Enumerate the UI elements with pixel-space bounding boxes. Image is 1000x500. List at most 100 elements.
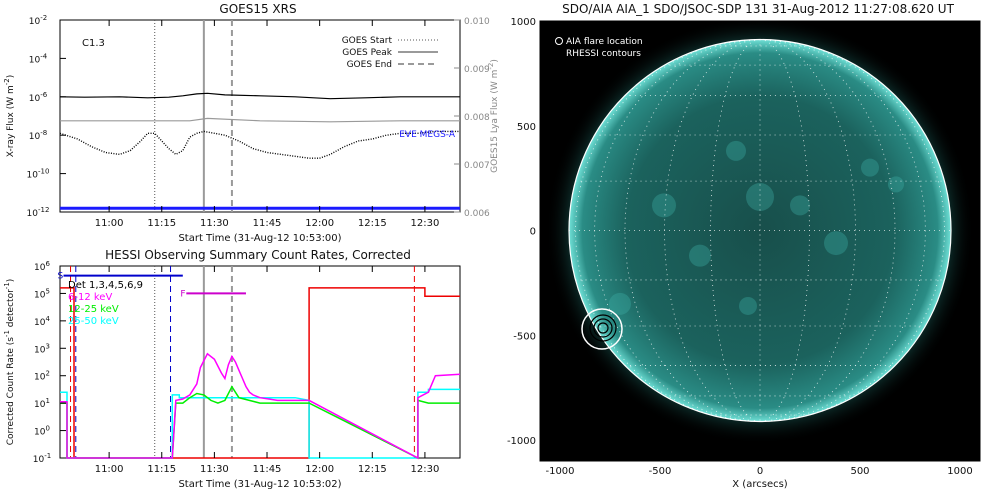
goes-y-tick-exp: -12: [38, 206, 49, 214]
aia-flare-location-circle: [581, 308, 623, 350]
goes-y2label-exp: -2: [487, 63, 495, 70]
aia-y-tick-label: -1000: [507, 436, 536, 447]
hessi-series-6-12-keV: [60, 352, 461, 460]
hessi-title: HESSI Observing Summary Count Rates, Cor…: [105, 248, 411, 262]
hessi-y-tick-base: 10: [33, 455, 45, 465]
hessi-x-tick-label: 12:15: [358, 464, 387, 475]
aia-active-region: [739, 296, 757, 315]
goes-y-tick-base: 10: [27, 209, 39, 219]
aia-x-tick-label: 500: [850, 466, 869, 477]
goes-y2-tick-label: 0.006: [464, 209, 490, 219]
goes-xlabel: Start Time (31-Aug-12 10:53:00): [178, 233, 341, 244]
goes-x-tick-label: 11:30: [200, 218, 229, 229]
aia-x-tick-label: -1000: [545, 466, 574, 477]
hessi-y-tick-exp: 4: [45, 315, 50, 323]
hessi-y-tick-exp: 1: [45, 397, 49, 405]
aia-legend-circle-symbol: [555, 37, 563, 45]
goes-panel: GOES15 XRS 11:00 11:15 11:30 11:45 12:00 12:1…: [3, 2, 500, 244]
goes-y2-tick-label: 0.007: [464, 161, 490, 171]
goes-x-tick-label: 11:45: [253, 218, 282, 229]
aia-x-tick-label: 0: [757, 466, 763, 477]
goes-series-lya: [60, 117, 460, 123]
hessi-y-tick-exp: 0: [45, 425, 49, 433]
goes-y-tick-base: 10: [29, 55, 41, 65]
goes-ylabel-exp: -2: [3, 78, 11, 85]
hessi-panel: HESSI Observing Summary Count Rates, Cor…: [3, 248, 461, 490]
aia-longitude-line: [710, 39, 761, 422]
hessi-xlabel: Start Time (31-Aug-12 10:53:02): [178, 479, 341, 490]
aia-y-tick-label: 1000: [511, 17, 536, 28]
aia-active-region: [861, 158, 879, 177]
aia-active-region: [824, 231, 848, 256]
aia-y-tick-label: 0: [530, 227, 536, 238]
goes-y-tick-label: 10-10: [27, 168, 50, 181]
hessi-y-tick-exp: -1: [44, 452, 51, 460]
aia-active-region: [609, 292, 631, 315]
hessi-markers: [70, 266, 415, 458]
goes-y-tick-exp: -6: [40, 91, 48, 99]
goes-title: GOES15 XRS: [219, 2, 296, 16]
hessi-y-tick-exp: 6: [45, 260, 50, 268]
aia-heliographic-grid: [569, 39, 951, 422]
goes-y2-tick-label: 0.009: [464, 65, 490, 75]
hessi-y-tick-base: 10: [34, 263, 46, 273]
goes-y2-ticks: 0.006 0.007 0.008 0.009 0.010: [454, 17, 490, 219]
aia-panel: SDO/AIA AIA_1 SDO/JSOC-SDP 131 31-Aug-20…: [507, 2, 981, 490]
goes-plot-frame: [59, 19, 461, 213]
hessi-y-tick-label: 102: [34, 370, 50, 383]
aia-active-region: [652, 193, 676, 218]
hessi-y-tick-label: 104: [34, 315, 50, 328]
aia-y-tick-label: 500: [517, 122, 536, 133]
aia-title: SDO/AIA AIA_1 SDO/JSOC-SDP 131 31-Aug-20…: [562, 2, 954, 16]
goes-x-tick-label: 11:00: [95, 218, 124, 229]
goes-y-tick-label: 10-8: [29, 129, 47, 142]
goes-series-long: [59, 92, 460, 100]
goes-y2label-text: GOES15 Lya Flux (W m: [490, 70, 500, 173]
goes-ylabel-close: ): [6, 75, 16, 79]
aia-legend-label: RHESSI contours: [566, 49, 641, 59]
goes-y-tick-base: 10: [29, 94, 41, 104]
goes-legend-label: GOES Peak: [342, 48, 392, 58]
goes-y2label: GOES15 Lya Flux (W m-2): [487, 59, 500, 173]
hessi-y-tick-base: 10: [34, 373, 46, 383]
aia-longitude-line: [759, 39, 810, 422]
goes-y-tick-label: 10-2: [29, 14, 47, 27]
hessi-plot-frame: [59, 265, 461, 459]
aia-y-tick-label: -500: [513, 331, 536, 342]
goes-y-tick-label: 10-4: [29, 52, 48, 65]
aia-y-ticks: 1000 500 0 -500 -1000: [507, 17, 546, 447]
goes-x-tick-label: 12:30: [410, 218, 439, 229]
aia-limb-outline: [568, 38, 952, 423]
aia-active-region: [689, 244, 711, 267]
hessi-legend-label: 25-50 keV: [68, 316, 119, 327]
hessi-y-tick-label: 106: [34, 260, 50, 273]
hessi-y-tick-label: 101: [34, 397, 50, 410]
aia-active-region: [726, 140, 746, 161]
hessi-y-tick-label: 10-1: [33, 452, 51, 465]
hessi-legend-label: Det 1,3,4,5,6,9: [68, 280, 143, 291]
hessi-series-group: [60, 287, 461, 460]
hessi-flag-label: S: [58, 272, 64, 282]
goes-markers: [154, 20, 233, 212]
hessi-y-tick-exp: 2: [45, 370, 49, 378]
hessi-y-tick-label: 105: [34, 287, 50, 300]
hessi-ylabel-mid: detector: [6, 289, 16, 330]
hessi-x-tick-label: 11:00: [95, 464, 124, 475]
aia-active-region: [888, 176, 904, 193]
hessi-x-tick-label: 12:00: [305, 464, 334, 475]
goes-y2-tick-label: 0.010: [464, 17, 490, 27]
hessi-y-tick-base: 10: [34, 400, 46, 410]
goes-ylabel: X-ray Flux (W m-2): [3, 75, 16, 157]
hessi-ylabel-text: Corrected Count Rate (s: [6, 337, 16, 446]
hessi-ylabel-exp2: -1: [3, 282, 11, 289]
goes-y-tick-exp: -4: [40, 52, 48, 60]
goes-legend-label: GOES Start: [342, 36, 393, 46]
aia-legend-label: AIA flare location: [566, 37, 643, 47]
aia-legend: AIA flare location RHESSI contours: [555, 37, 643, 59]
goes-y-tick-base: 10: [29, 132, 41, 142]
hessi-x-tick-label: 11:30: [200, 464, 229, 475]
aia-x-tick-label: 1000: [947, 466, 972, 477]
